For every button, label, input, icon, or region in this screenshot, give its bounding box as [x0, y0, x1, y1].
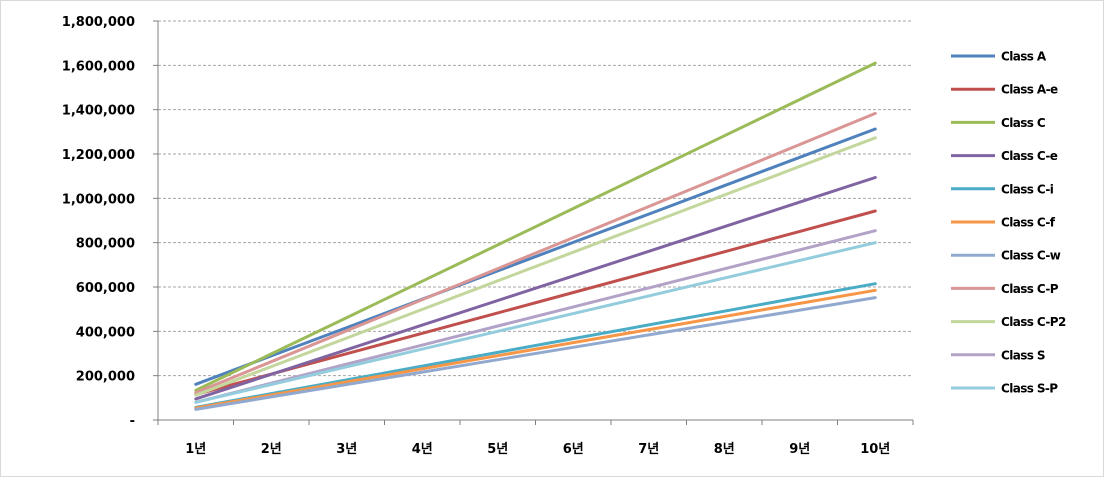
x-tick-label: 7년 — [638, 442, 659, 457]
x-tick-label: 3년 — [336, 442, 357, 457]
series-line-class-c-p — [194, 111, 877, 395]
legend-label: Class A — [1001, 50, 1047, 64]
y-tick-label: 400,000 — [76, 325, 135, 340]
legend-item: Class C-P — [951, 282, 1059, 296]
x-tick-label: 1년 — [185, 442, 206, 457]
legend-label: Class A-e — [1001, 83, 1058, 97]
x-tick-label: 4년 — [412, 442, 433, 457]
legend-label: Class S — [1001, 348, 1045, 362]
legend-item: Class A-e — [951, 83, 1059, 97]
series-line-class-c-f — [194, 288, 877, 410]
y-tick-label: 1,400,000 — [62, 104, 135, 119]
series-line-class-c — [194, 61, 877, 392]
legend-label: Class C-P — [1001, 282, 1059, 296]
legend-label: Class C-P2 — [1001, 315, 1066, 329]
legend-label: Class C-e — [1001, 149, 1058, 163]
legend-item: Class C-f — [951, 216, 1056, 230]
series-line-class-c-i — [194, 282, 877, 409]
legend-item: Class C — [951, 116, 1046, 130]
legend-label: Class C-f — [1001, 216, 1056, 230]
y-tick-label: 1,600,000 — [62, 59, 135, 74]
legend-item: Class C-i — [951, 182, 1054, 196]
legend-item: Class C-e — [951, 149, 1058, 163]
series-line-class-c-p2 — [194, 136, 877, 397]
legend-item: Class S-P — [951, 382, 1059, 396]
x-axis-ticks: 1년 2년 3년 4년 5년 6년 7년 8년 9년 10년 — [157, 420, 914, 457]
legend-item: Class A — [951, 50, 1047, 64]
y-tick-label: 800,000 — [76, 237, 135, 252]
legend-label: Class C-w — [1001, 249, 1061, 263]
series-line-class-c-w — [194, 296, 877, 411]
legend: Class A Class A-e Class C Class C-e Class C-… — [951, 50, 1067, 396]
gridlines — [158, 20, 913, 377]
legend-item: Class S — [951, 348, 1046, 362]
series-line-class-s — [194, 229, 877, 404]
y-tick-label: 1,800,000 — [62, 15, 135, 30]
series-line-class-c-e — [194, 176, 877, 401]
x-tick-label: 8년 — [714, 442, 735, 457]
series-line-class-a — [194, 127, 877, 386]
y-tick-label: 200,000 — [76, 370, 135, 385]
y-tick-label: - — [130, 414, 135, 429]
y-axis-ticks: - 200,000 400,000 600,000 800,000 1,000,000 1,… — [62, 15, 158, 429]
x-tick-label: 6년 — [563, 442, 584, 457]
series-lines — [194, 61, 877, 411]
y-tick-label: 600,000 — [76, 281, 135, 296]
x-tick-label: 2년 — [261, 442, 282, 457]
series-line-class-s-p — [194, 241, 877, 404]
x-tick-label: 9년 — [789, 442, 810, 457]
x-tick-label: 10년 — [860, 442, 890, 457]
legend-label: Class C — [1001, 116, 1046, 130]
legend-label: Class C-i — [1001, 182, 1054, 196]
legend-item: Class C-P2 — [951, 315, 1067, 329]
y-tick-label: 1,000,000 — [62, 192, 135, 207]
legend-label: Class S-P — [1001, 382, 1058, 396]
y-tick-label: 1,200,000 — [62, 148, 135, 163]
series-line-class-a-e — [194, 209, 877, 396]
x-tick-label: 5년 — [487, 442, 508, 457]
legend-item: Class C-w — [951, 249, 1061, 263]
